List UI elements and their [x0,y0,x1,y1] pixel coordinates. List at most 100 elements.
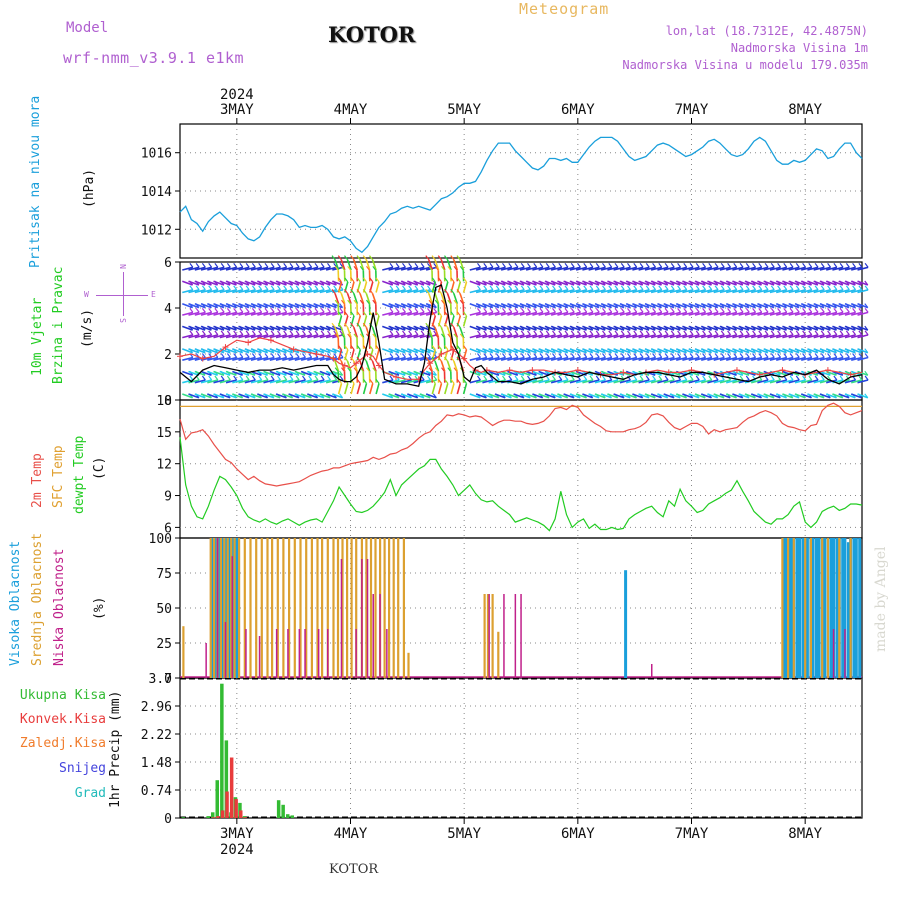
wind-barb-feather [645,330,650,336]
wind-barb [719,379,731,384]
wind-barb [494,303,506,309]
wind-barb-feather [308,308,313,313]
wind-barb-feather [214,330,219,336]
wind-barb [507,311,519,316]
wind-barb [663,311,675,316]
wind-barb-feather [839,262,844,268]
wind-barb [200,303,212,309]
wind-barb [500,311,512,316]
wind-barb [669,334,681,339]
wind-barb-feather [702,262,707,268]
wind-barb-feather [495,285,500,291]
wind-barb [400,370,412,376]
wind-barb [188,379,200,384]
wind-barb-feather [708,285,713,291]
wind-barb [275,311,287,316]
wind-barb-feather [441,299,445,305]
wind-barb [769,348,781,354]
wind-barb-feather [366,299,370,305]
wind-barb [851,289,863,294]
wind-barb [519,289,531,294]
wind-barb-feather [201,375,206,381]
wind-barb [388,393,400,399]
wind-barb-feather [570,375,575,381]
high-cloud-bar [795,538,799,678]
wind-barb [482,311,494,316]
wind-barb-feather [864,262,869,268]
wind-barb [588,348,600,354]
wind-barb [440,259,446,271]
wind-barb-feather [333,375,338,381]
wind-barb-feather [444,356,448,362]
total-rain-bar [290,815,294,818]
wind-barb-feather [833,285,838,291]
wind-barb-feather [820,285,825,291]
wind-barb [657,356,669,361]
wind-barb [688,348,700,354]
wind-barb [532,266,544,271]
mid-cloud-bar [243,538,246,678]
wind-barb [751,356,762,361]
wind-barb-feather [214,285,219,291]
wind-barb [263,370,275,376]
wind-barb-feather [414,353,419,358]
low-cloud-bar [651,664,653,678]
wind-barb [719,348,731,354]
wind-barb [732,289,744,294]
wind-barb [701,379,712,384]
wind-barb-feather [733,308,738,313]
temperature-ytick-label: 18 [156,394,172,409]
wind-barb [388,303,400,309]
wind-barb [607,280,618,286]
wind-barb-feather [633,262,638,268]
wind-barb [194,379,206,384]
wind-barb [257,370,268,376]
wind-barb-feather [489,262,494,268]
wind-barb-feather [589,330,594,336]
wind-barb-feather [344,322,348,328]
wind-barb [676,379,687,384]
wind-barb [257,289,269,294]
wind-barb [744,348,756,354]
wind-barb [300,393,312,399]
wind-barb-feather [727,262,732,268]
wind-barb [807,325,819,331]
wind-barb-feather [251,262,256,268]
wind-barb-feather [331,255,336,260]
wind-barb-feather [564,262,569,268]
wind-barb [776,379,787,384]
wind-barb [725,348,737,354]
wind-barb [494,266,506,271]
wind-barb [332,325,343,331]
wind-barb-feather [338,379,342,384]
wind-barb [275,280,287,286]
wind-barb [475,393,487,399]
wind-barb [532,303,543,309]
wind-barb [844,311,856,316]
wind-barb-feather [589,262,594,268]
wind-barb [300,289,312,294]
wind-barb-feather [795,330,800,336]
mid-cloud-bar [282,538,285,678]
wind-barb [482,379,494,384]
wind-barb [513,303,525,309]
wind-barb [419,393,431,399]
wind-barb [694,356,706,361]
wind-barb-feather [577,353,581,358]
wind-barb [819,379,831,384]
wind-barb [782,325,794,331]
wind-barb [657,325,668,331]
wind-barb [459,259,465,271]
wind-barb-feather [334,367,339,373]
wind-barb [594,289,606,294]
wind-barb [707,325,718,331]
wind-barb [407,325,418,331]
wind-barb [625,289,637,294]
wind-barb [225,266,237,271]
wind-barb [794,266,806,271]
wind-barb-feather [320,262,325,268]
wind-barb [700,303,712,309]
wind-barb-feather [633,330,638,336]
wind-barb [182,311,194,316]
wind-barb [446,360,452,372]
